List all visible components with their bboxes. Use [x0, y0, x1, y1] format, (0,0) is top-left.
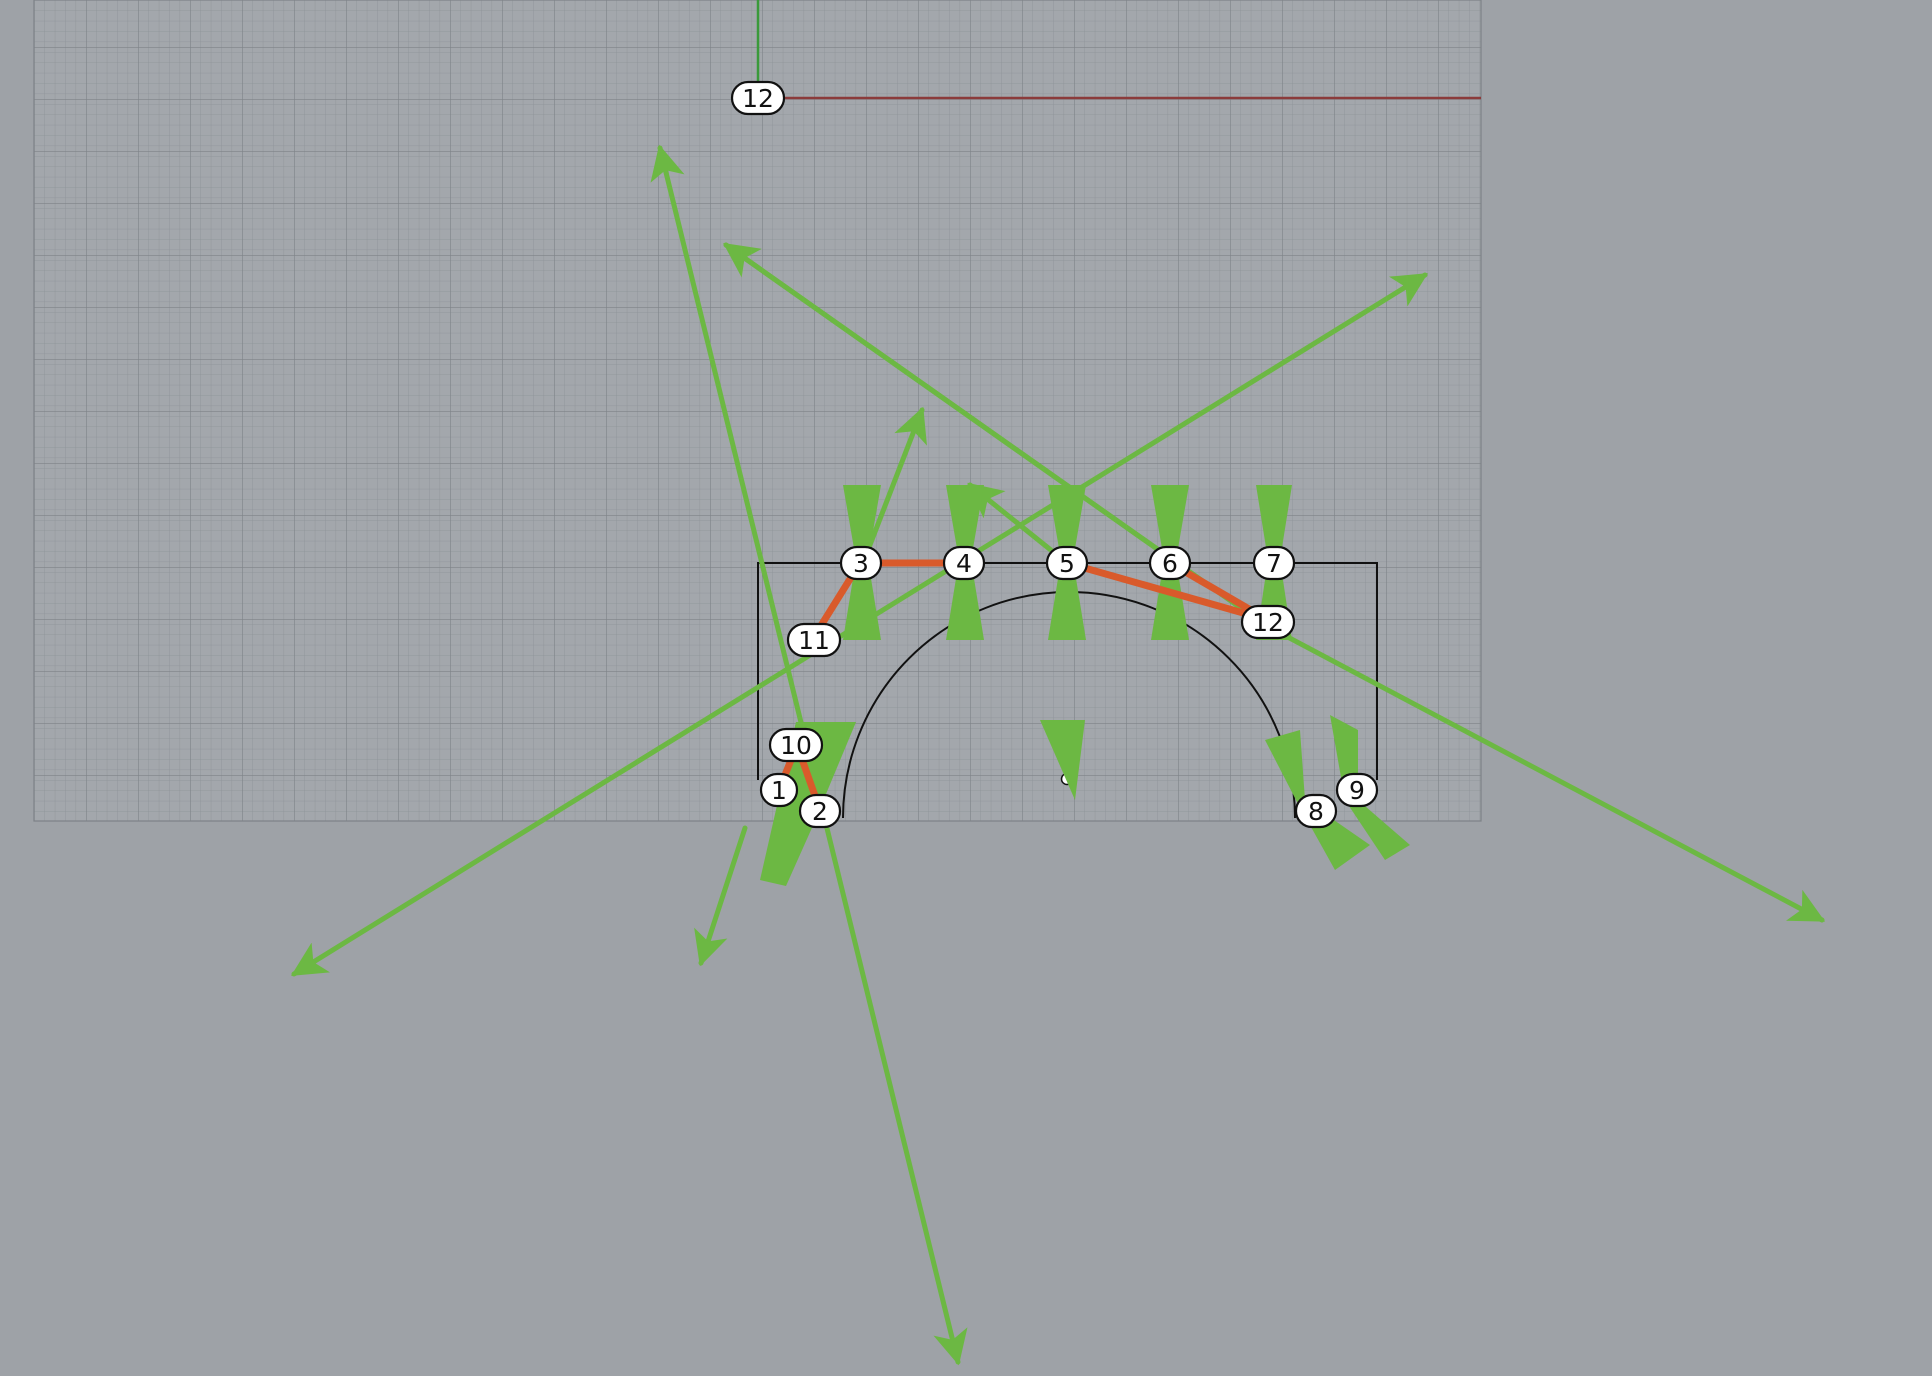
svg-text:7: 7	[1266, 549, 1282, 578]
axis-marker-label: 12	[742, 84, 774, 113]
vector-arrow	[967, 482, 1070, 566]
svg-text:1: 1	[771, 776, 787, 805]
node-labels[interactable]: 1 2 3 4 5 6 7 8	[759, 545, 1379, 829]
svg-text:12: 12	[1252, 608, 1284, 637]
svg-text:5: 5	[1059, 549, 1075, 578]
node-10[interactable]: 10	[768, 727, 824, 763]
svg-text:10: 10	[780, 731, 812, 760]
node-1[interactable]: 1	[759, 772, 799, 808]
vector-arrow	[860, 406, 927, 566]
node-9[interactable]: 9	[1335, 772, 1379, 808]
svg-text:3: 3	[853, 549, 869, 578]
axis-marker[interactable]: 12	[730, 80, 786, 116]
node-4[interactable]: 4	[942, 545, 986, 581]
svg-text:11: 11	[798, 626, 830, 655]
svg-text:2: 2	[812, 797, 828, 826]
node-11[interactable]: 11	[786, 622, 842, 658]
node-6[interactable]: 6	[1148, 545, 1192, 581]
node-3[interactable]: 3	[839, 545, 883, 581]
svg-text:8: 8	[1308, 797, 1324, 826]
node-2[interactable]: 2	[798, 793, 842, 829]
node-12[interactable]: 12	[1240, 604, 1296, 640]
node-8[interactable]: 8	[1294, 793, 1338, 829]
svg-text:6: 6	[1162, 549, 1178, 578]
svg-text:4: 4	[956, 549, 972, 578]
node-5[interactable]: 5	[1045, 545, 1089, 581]
svg-text:9: 9	[1349, 776, 1365, 805]
vector-arrow	[694, 825, 748, 967]
node-7[interactable]: 7	[1252, 545, 1296, 581]
